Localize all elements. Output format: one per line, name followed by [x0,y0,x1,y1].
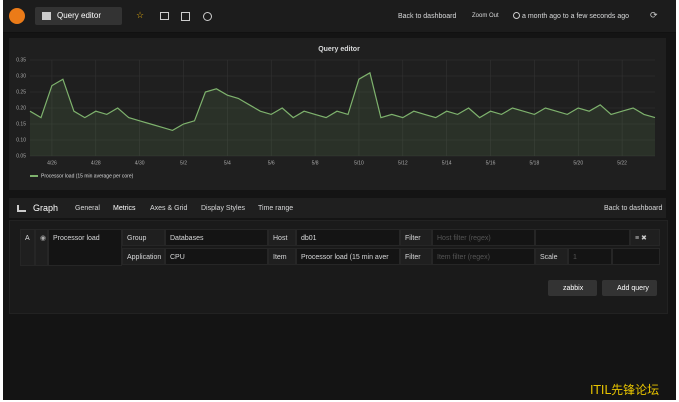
label: Application [122,248,165,265]
x-tick-label: 5/18 [530,160,540,166]
editor-tabs [9,198,666,218]
line [29,71,656,132]
y-tick-label: 0.25 [16,89,26,95]
toggle-visibility[interactable]: ◉ [35,229,48,266]
logo[interactable] [9,8,25,24]
empty-cell [535,229,630,246]
host-filter-input[interactable]: Host filter (regex) [432,229,535,246]
host-select[interactable]: db01 [296,229,400,246]
settings-icon[interactable] [203,12,212,21]
refresh-icon[interactable]: ⟳ [650,10,658,20]
x-tick-label: 5/8 [312,160,319,166]
x-tick-label: 5/4 [224,160,231,166]
y-tick-label: 0.30 [16,73,26,79]
group-select[interactable]: Databases [165,229,268,246]
save-icon[interactable] [181,12,190,21]
zoom-out[interactable]: Zoom Out [472,13,499,19]
label: Item [268,248,296,265]
share-icon[interactable] [160,12,169,20]
star-icon[interactable]: ☆ [136,10,145,20]
time-range[interactable]: a month ago to a few seconds ago [522,13,630,20]
y-tick-label: 0.10 [16,137,26,143]
query-ref: A [20,229,35,266]
x-tick-label: 5/12 [398,160,408,166]
y-tick-label: 0.15 [16,121,26,127]
dashboard-picker[interactable] [35,7,122,25]
item-select[interactable]: Processor load (15 min aver [296,248,400,265]
x-tick-label: 5/16 [486,160,496,166]
scale-input[interactable]: 1 [568,248,612,265]
watermark: ITIL先锋论坛 [590,383,660,397]
clock-icon [513,12,520,19]
empty-cell [612,248,660,265]
add-query-button[interactable] [602,280,657,296]
alias: Processor load [53,235,100,242]
x-tick-label: 5/14 [442,160,452,166]
add-query: Add query [617,285,649,292]
y-tick-label: 0.20 [16,105,26,111]
alias-input[interactable]: Processor load [48,229,122,266]
label: Filter [400,229,432,246]
dashboard-title: Query editor [57,11,102,20]
query-menu[interactable]: ≡ ✖ [630,229,660,246]
grid-icon [42,12,51,20]
area-fill [30,72,655,156]
label: Filter [400,248,432,265]
chart: Query editor 0.05 0.10 0.15 0.20 0.25 0.30 0.3… [16,46,656,179]
x-tick-label: 5/10 [354,160,364,166]
tab[interactable]: General [75,205,100,212]
graph-panel [9,38,666,190]
y-tick-label: 0.35 [16,57,26,63]
x-tick-label: 5/22 [617,160,627,166]
x-tick-label: 4/26 [47,160,57,166]
chart-title: Query editor [318,46,360,53]
x-tick-label: 5/20 [573,160,583,166]
back-link[interactable]: Back to dashboard [398,13,457,20]
datasource: zabbix [563,285,584,292]
x-tick-label: 5/6 [268,160,275,166]
x-tick-label: 5/2 [180,160,187,166]
label: Group [122,229,165,246]
y-tick-label: 0.05 [16,153,26,159]
graph-icon [17,205,26,212]
tab[interactable]: Display Styles [201,205,245,212]
x-tick-label: 4/30 [135,160,145,166]
x-tick-label: 4/28 [91,160,101,166]
legend-label: Processor load (15 min average per core) [41,173,134,179]
item-filter-input[interactable]: Item filter (regex) [432,248,535,265]
tab[interactable]: Metrics [113,205,136,212]
back-link[interactable]: Back to dashboard [604,205,663,212]
panel-type: Graph [33,203,59,213]
application-select[interactable]: CPU [165,248,268,265]
tab[interactable]: Time range [258,205,294,212]
tab[interactable]: Axes & Grid [150,205,188,212]
datasource-button[interactable] [548,280,597,296]
label: Host [268,229,296,246]
label: Scale [535,248,568,265]
